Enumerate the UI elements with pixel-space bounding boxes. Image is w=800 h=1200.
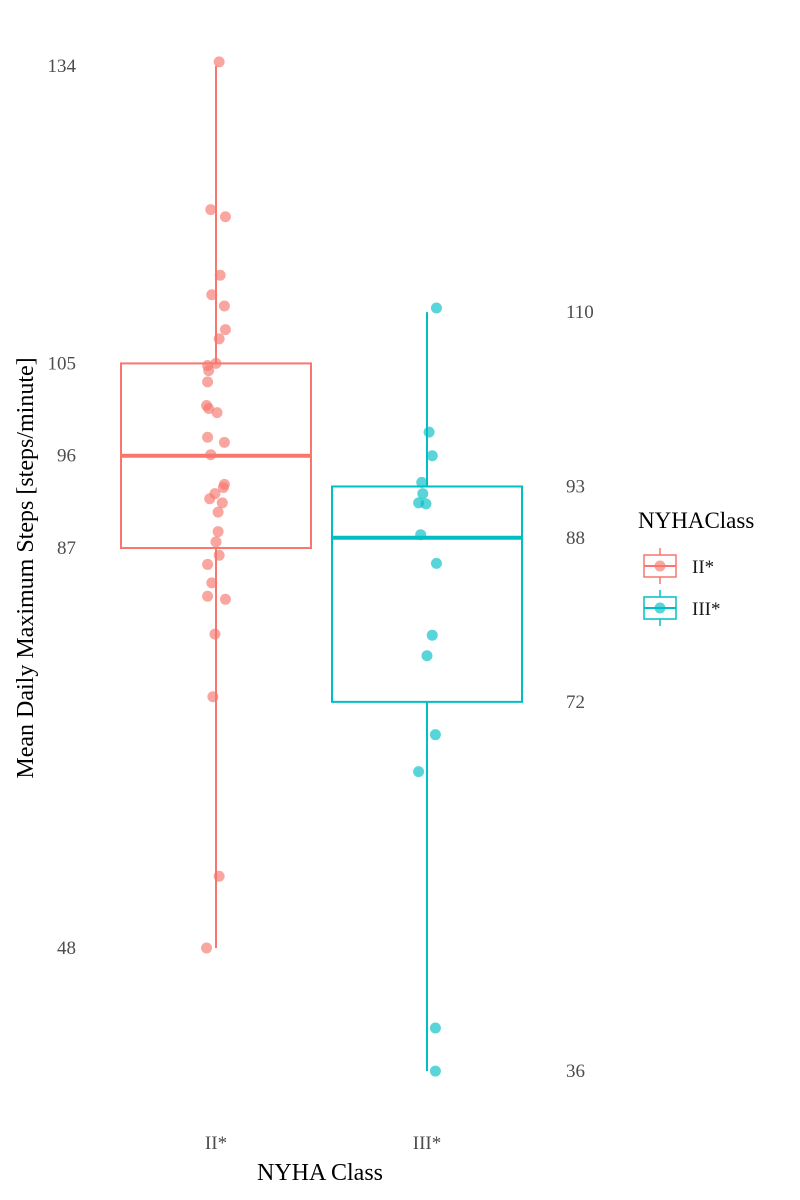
data-point-ii <box>211 407 223 419</box>
group-ii-value-labels: 48 87 96 105 134 <box>48 56 77 959</box>
data-point-ii <box>219 324 231 336</box>
data-point-ii <box>205 449 217 461</box>
data-point-ii <box>210 536 222 548</box>
data-point-ii <box>210 357 222 369</box>
data-point-ii <box>209 628 221 640</box>
data-point-ii <box>205 204 217 216</box>
legend-title: NYHAClass <box>638 508 754 533</box>
data-point-iii <box>429 1065 441 1077</box>
data-point-ii <box>203 403 215 415</box>
data-point-iii <box>415 529 427 541</box>
data-point-ii <box>207 691 219 703</box>
x-tick-labels: II* III* <box>205 1133 441 1154</box>
data-point-ii <box>213 333 225 345</box>
y-axis-title: Mean Daily Maximum Steps [steps/minute] <box>13 357 39 778</box>
data-point-ii <box>201 942 213 954</box>
data-point-ii <box>212 506 224 518</box>
legend-key-point-iii <box>654 602 666 614</box>
x-axis-title: NYHA Class <box>257 1160 383 1186</box>
data-point-ii <box>213 870 225 882</box>
legend: NYHAClass II* III* <box>638 508 754 626</box>
x-tick-label-ii: II* <box>205 1133 227 1154</box>
data-point-ii <box>206 289 218 301</box>
data-point-iii <box>416 476 428 488</box>
data-point-iii <box>430 557 442 569</box>
legend-key-point-ii <box>654 560 666 572</box>
data-point-ii <box>214 269 226 281</box>
value-label-ii: 87 <box>57 538 76 559</box>
legend-label-ii: II* <box>692 557 714 578</box>
value-label-iii: 110 <box>566 302 594 323</box>
data-point-ii <box>204 493 216 505</box>
value-label-ii: 48 <box>57 938 76 959</box>
data-point-ii <box>202 558 214 570</box>
data-point-ii <box>213 549 225 561</box>
box-iii <box>331 485 523 703</box>
data-point-ii <box>212 526 224 538</box>
value-label-ii: 105 <box>48 353 77 374</box>
data-point-iii <box>413 766 425 778</box>
data-point-ii <box>217 482 229 494</box>
value-label-iii: 93 <box>566 476 585 497</box>
value-label-ii: 96 <box>57 446 76 467</box>
data-point-ii <box>202 590 214 602</box>
data-point-ii <box>202 431 214 443</box>
data-point-iii <box>429 1022 441 1034</box>
legend-label-iii: III* <box>692 599 720 620</box>
plot-area <box>120 56 523 1077</box>
value-label-iii: 88 <box>566 528 585 549</box>
data-point-iii <box>429 729 441 741</box>
data-point-iii <box>426 629 438 641</box>
value-label-iii: 36 <box>566 1061 585 1082</box>
data-point-ii <box>216 497 228 509</box>
data-point-ii <box>218 300 230 312</box>
data-point-iii <box>417 488 429 500</box>
data-point-ii <box>218 436 230 448</box>
data-point-ii <box>213 56 225 68</box>
value-label-ii: 134 <box>48 56 77 77</box>
data-point-iii <box>430 302 442 314</box>
data-point-iii <box>421 650 433 662</box>
value-label-iii: 72 <box>566 692 585 713</box>
data-point-iii <box>423 426 435 438</box>
data-point-ii <box>203 365 215 377</box>
data-point-iii <box>426 450 438 462</box>
legend-entries: II* III* <box>643 548 720 626</box>
data-point-iii <box>420 498 432 510</box>
x-tick-label-iii: III* <box>413 1133 441 1154</box>
data-point-ii <box>219 211 231 223</box>
data-point-ii <box>202 376 214 388</box>
group-iii-value-labels: 36 72 88 93 110 <box>566 302 594 1082</box>
data-point-ii <box>219 593 231 605</box>
data-point-ii <box>206 577 218 589</box>
